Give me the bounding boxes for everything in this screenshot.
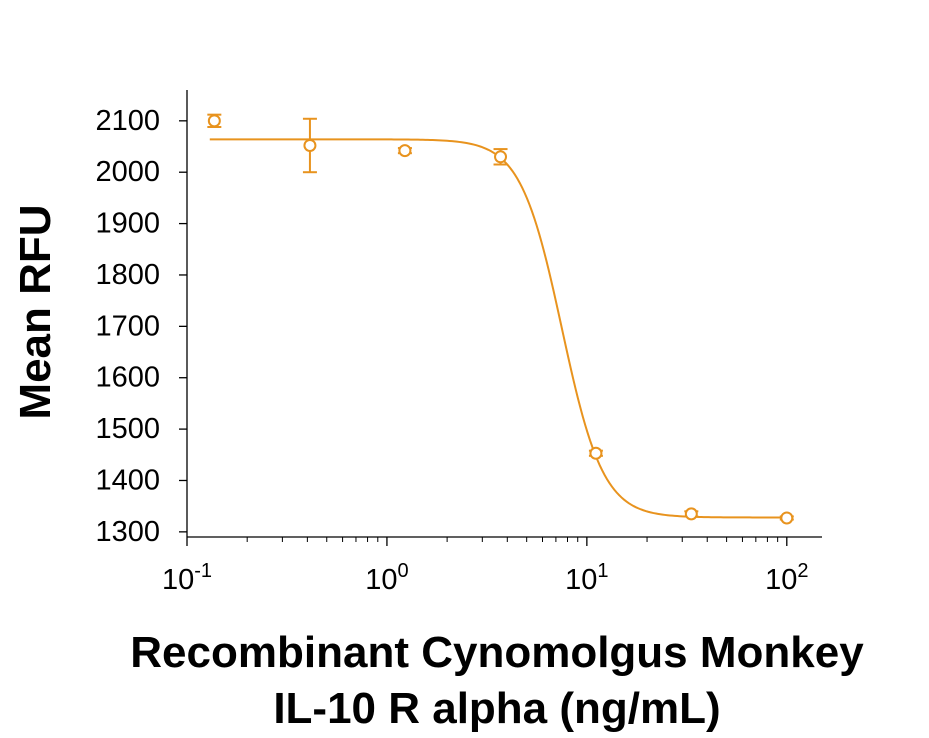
y-tick-label: 1700 <box>95 310 160 342</box>
point-marker <box>589 446 603 460</box>
y-tick-label: 1800 <box>95 259 160 291</box>
point-marker <box>684 507 698 521</box>
data-point <box>397 144 412 158</box>
data-point <box>588 446 603 460</box>
x-tick-label: 10-1 <box>162 560 212 596</box>
x-axis-title-line2: IL-10 R alpha (ng/mL) <box>273 684 720 733</box>
point-marker <box>398 144 412 158</box>
x-tick-label: 100 <box>365 560 408 596</box>
data-point <box>779 511 794 525</box>
data-point <box>493 148 508 166</box>
data-point <box>684 507 699 521</box>
x-tick-label: 102 <box>765 560 808 596</box>
y-tick-label: 2100 <box>95 105 160 137</box>
y-tick-label: 1300 <box>95 516 160 548</box>
y-tick-label: 1600 <box>95 362 160 394</box>
x-axis-title-line1: Recombinant Cynomolgus Monkey <box>130 628 864 677</box>
point-marker <box>303 138 317 152</box>
fit-curve <box>209 138 792 519</box>
y-axis-title: Mean RFU <box>11 204 60 419</box>
axes <box>186 90 822 538</box>
y-tick-label: 1400 <box>95 464 160 496</box>
y-tick-label: 1900 <box>95 208 160 240</box>
fit-curve-group <box>209 138 792 519</box>
axis-ticks: 1300 1400 1500 1600 1700 1800 1900 2000 2100 10-1… <box>95 105 808 596</box>
data-point <box>302 117 317 174</box>
x-tick-label: 101 <box>565 560 608 596</box>
point-marker <box>780 511 794 525</box>
y-tick-label: 1500 <box>95 413 160 445</box>
data-point <box>207 113 222 128</box>
data-points <box>207 113 794 525</box>
point-marker <box>494 150 508 164</box>
point-marker <box>207 114 221 128</box>
y-tick-label: 2000 <box>95 156 160 188</box>
